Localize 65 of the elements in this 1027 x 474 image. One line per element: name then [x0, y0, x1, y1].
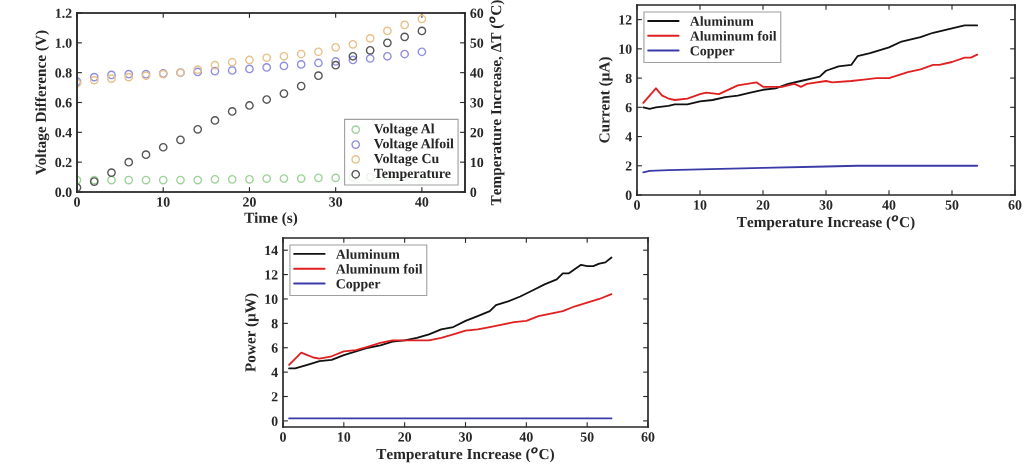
y-tick-label: 12: [619, 15, 632, 25]
y-tick-label: 1.2: [55, 8, 72, 19]
x-tick-label: 50: [580, 432, 594, 442]
y2-tick-label: 30: [470, 98, 484, 108]
x-tick-label: 0: [280, 432, 286, 442]
y2-axis-title: Temperature Increase, ΔT ($^{o}$C): [489, 0, 505, 206]
x-tick-label: 10: [157, 197, 170, 207]
x-axis-title: Temperature Increase ($^{o}$C): [736, 215, 915, 231]
x-tick-label: 20: [398, 432, 412, 442]
y-tick-label: 10: [265, 294, 278, 304]
x-tick-label: 50: [945, 200, 959, 210]
y2-tick-label: 60: [470, 8, 484, 18]
y-tick-label: 14: [265, 245, 278, 256]
x-tick-label: 40: [415, 197, 429, 207]
y2-tick-label: 20: [470, 127, 484, 138]
x-tick-label: 0: [634, 200, 640, 210]
y-tick-label: 0: [271, 416, 278, 426]
y-axis-title: Current (μA): [598, 57, 613, 143]
y-tick-label: 4: [271, 367, 278, 377]
y-tick-label: 10: [619, 44, 632, 54]
y-tick-label: 0.0: [55, 187, 72, 198]
x-tick-label: 10: [694, 200, 707, 210]
legend-label: Voltage Al: [373, 123, 435, 137]
x-tick-label: 40: [882, 200, 896, 210]
x-tick-label: 20: [243, 197, 256, 207]
y-tick-label: 8: [271, 318, 278, 329]
x-tick-label: 30: [459, 432, 472, 442]
legend-label: Temperature: [373, 168, 451, 181]
x-tick-label: 60: [641, 432, 655, 442]
x-tick-label: 40: [519, 432, 533, 442]
legend-label: Voltage Cu: [373, 153, 439, 167]
y-tick-label: 4: [625, 132, 632, 142]
legend-label: Aluminum foil: [335, 263, 423, 274]
y2-tick-label: 50: [470, 38, 484, 48]
y-tick-label: 1.0: [55, 38, 72, 48]
y-axis-title: Power (μW): [244, 293, 259, 372]
y-tick-label: 6: [271, 343, 278, 353]
x-tick-label: 20: [756, 200, 770, 210]
y-tick-label: 0.2: [55, 157, 72, 168]
x-axis-title: Temperature Increase ($^{o}$C): [376, 447, 554, 463]
y-tick-label: 2: [271, 392, 278, 402]
x-tick-label: 30: [819, 200, 833, 210]
x-axis-title: Time (s): [244, 212, 298, 227]
y-tick-label: 0.4: [55, 127, 72, 138]
legend-label: Aluminum: [689, 16, 754, 26]
legend-label: Copper: [690, 46, 735, 59]
y-tick-label: 12: [265, 270, 278, 280]
x-tick-label: 0: [74, 197, 80, 207]
y-tick-label: 0: [625, 190, 632, 200]
y-tick-label: 0.8: [55, 68, 72, 78]
x-tick-label: 10: [338, 432, 351, 442]
y-axis-title: Voltage Difference (V): [35, 30, 50, 175]
y2-tick-label: 10: [470, 157, 484, 168]
legend-label: Aluminum foil: [689, 30, 777, 41]
y-tick-label: 0.6: [55, 98, 72, 108]
y2-tick-label: 0: [470, 187, 477, 197]
x-tick-label: 30: [329, 197, 343, 207]
y-tick-label: 6: [625, 102, 632, 113]
legend-label: Voltage Alfoil: [373, 138, 454, 152]
x-tick-label: 60: [1008, 200, 1022, 210]
legend-label: Copper: [336, 279, 381, 292]
y2-tick-label: 40: [470, 68, 484, 78]
y-tick-label: 2: [625, 161, 632, 171]
legend-label: Aluminum: [335, 249, 400, 259]
y-tick-label: 8: [625, 73, 632, 84]
